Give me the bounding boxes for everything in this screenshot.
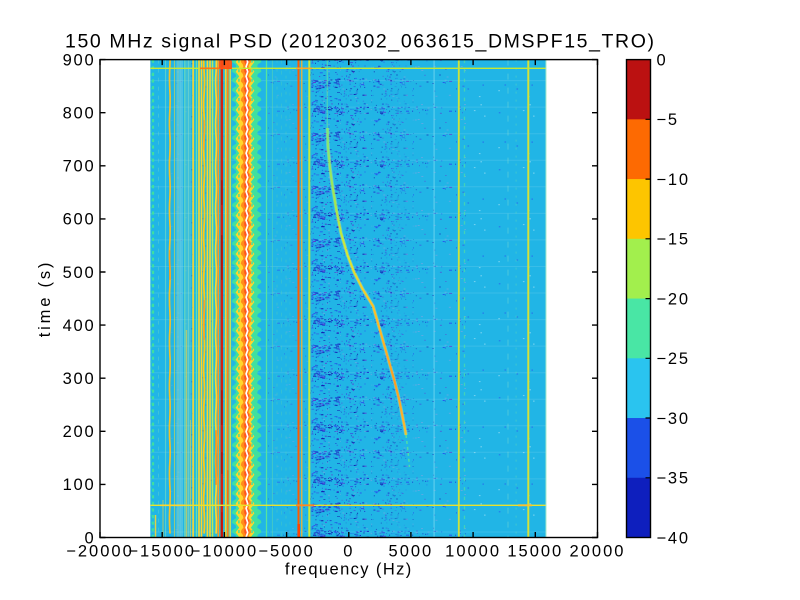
svg-text:300: 300 bbox=[63, 370, 96, 388]
svg-text:−30: −30 bbox=[657, 410, 690, 428]
svg-text:500: 500 bbox=[63, 264, 96, 282]
svg-text:frequency (Hz): frequency (Hz) bbox=[285, 561, 413, 579]
svg-text:−15000: −15000 bbox=[128, 543, 196, 561]
svg-text:10000: 10000 bbox=[445, 543, 501, 561]
svg-text:0: 0 bbox=[343, 543, 354, 561]
svg-text:−25: −25 bbox=[657, 350, 690, 368]
svg-text:−15: −15 bbox=[657, 231, 690, 249]
svg-text:200: 200 bbox=[63, 423, 96, 441]
svg-text:−5000: −5000 bbox=[258, 543, 314, 561]
svg-text:5000: 5000 bbox=[389, 543, 434, 561]
svg-text:0: 0 bbox=[657, 51, 668, 69]
svg-text:900: 900 bbox=[63, 51, 96, 69]
svg-text:700: 700 bbox=[63, 158, 96, 176]
svg-text:−10: −10 bbox=[657, 171, 690, 189]
svg-text:−40: −40 bbox=[657, 529, 690, 547]
svg-text:−10000: −10000 bbox=[191, 543, 259, 561]
svg-text:15000: 15000 bbox=[507, 543, 563, 561]
svg-text:400: 400 bbox=[63, 317, 96, 335]
svg-text:800: 800 bbox=[63, 105, 96, 123]
svg-text:−5: −5 bbox=[657, 111, 679, 129]
svg-text:150 MHz signal PSD (20120302_0: 150 MHz signal PSD (20120302_063615_DMSP… bbox=[65, 31, 656, 53]
svg-text:−35: −35 bbox=[657, 470, 690, 488]
svg-text:−20: −20 bbox=[657, 290, 690, 308]
svg-text:100: 100 bbox=[63, 476, 96, 494]
svg-text:−20000: −20000 bbox=[66, 543, 134, 561]
svg-text:time (s): time (s) bbox=[36, 260, 54, 337]
svg-text:600: 600 bbox=[63, 211, 96, 229]
svg-text:0: 0 bbox=[85, 529, 96, 547]
svg-text:20000: 20000 bbox=[570, 543, 626, 561]
